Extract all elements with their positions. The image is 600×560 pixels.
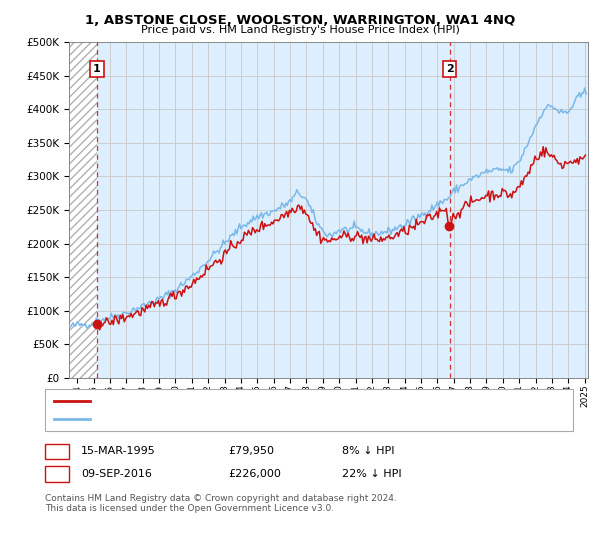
Text: £226,000: £226,000	[228, 469, 281, 479]
Text: 1: 1	[93, 64, 101, 74]
Text: 2: 2	[446, 64, 454, 74]
Text: £79,950: £79,950	[228, 446, 274, 456]
Text: 1: 1	[53, 446, 61, 456]
Text: 1, ABSTONE CLOSE, WOOLSTON, WARRINGTON, WA1 4NQ (detached house): 1, ABSTONE CLOSE, WOOLSTON, WARRINGTON, …	[96, 396, 469, 406]
Text: 8% ↓ HPI: 8% ↓ HPI	[342, 446, 395, 456]
Text: 2: 2	[53, 469, 61, 479]
Bar	[69, 42, 97, 378]
Text: Price paid vs. HM Land Registry's House Price Index (HPI): Price paid vs. HM Land Registry's House …	[140, 25, 460, 35]
Text: 09-SEP-2016: 09-SEP-2016	[81, 469, 152, 479]
Text: 15-MAR-1995: 15-MAR-1995	[81, 446, 156, 456]
Text: Contains HM Land Registry data © Crown copyright and database right 2024.
This d: Contains HM Land Registry data © Crown c…	[45, 494, 397, 514]
Text: 22% ↓ HPI: 22% ↓ HPI	[342, 469, 401, 479]
Text: HPI: Average price, detached house, Warrington: HPI: Average price, detached house, Warr…	[96, 414, 331, 424]
Text: 1, ABSTONE CLOSE, WOOLSTON, WARRINGTON, WA1 4NQ: 1, ABSTONE CLOSE, WOOLSTON, WARRINGTON, …	[85, 14, 515, 27]
